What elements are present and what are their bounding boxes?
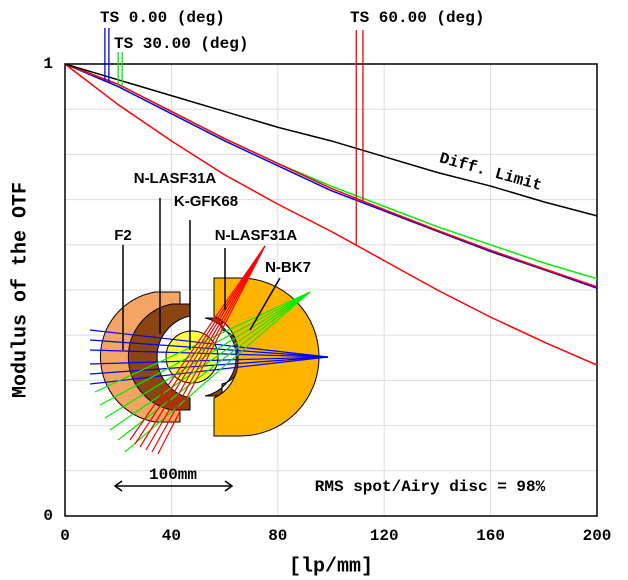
lens-label: N-LASF31A	[134, 170, 217, 187]
x-tick-label: 80	[268, 527, 287, 545]
x-tick-label: 200	[583, 527, 612, 545]
scale-label: 100mm	[149, 466, 197, 484]
series-line	[64, 63, 598, 288]
x-tick-label: 40	[162, 527, 181, 545]
series-label: TS 30.00 (deg)	[114, 35, 248, 53]
plot	[64, 63, 598, 517]
y-tick-label: 0	[43, 507, 53, 525]
lens-label: N-BK7	[265, 259, 311, 276]
series-label: TS 0.00 (deg)	[100, 9, 225, 27]
plot-frame	[64, 63, 598, 517]
x-tick-label: 120	[370, 527, 399, 545]
x-tick-label: 160	[476, 527, 505, 545]
lens-label: F2	[114, 227, 132, 244]
series-line	[64, 63, 598, 289]
series-line	[64, 63, 598, 366]
series-label: TS 60.00 (deg)	[350, 9, 484, 27]
y-tick-label: 1	[43, 55, 53, 73]
rms-annotation: RMS spot/Airy disc = 98%	[315, 478, 546, 496]
lens-diagram: F2 N-LASF31A K-GFK68 N-LASF31A N-BK7 100…	[89, 170, 329, 492]
x-tick-label: 0	[60, 527, 70, 545]
series-line	[64, 63, 598, 217]
x-axis-label: [lp/mm]	[289, 555, 373, 578]
lens-label: N-LASF31A	[215, 227, 298, 244]
y-axis-label: Modulus of the OTF	[9, 182, 32, 398]
lens-label: K-GFK68	[174, 193, 238, 210]
